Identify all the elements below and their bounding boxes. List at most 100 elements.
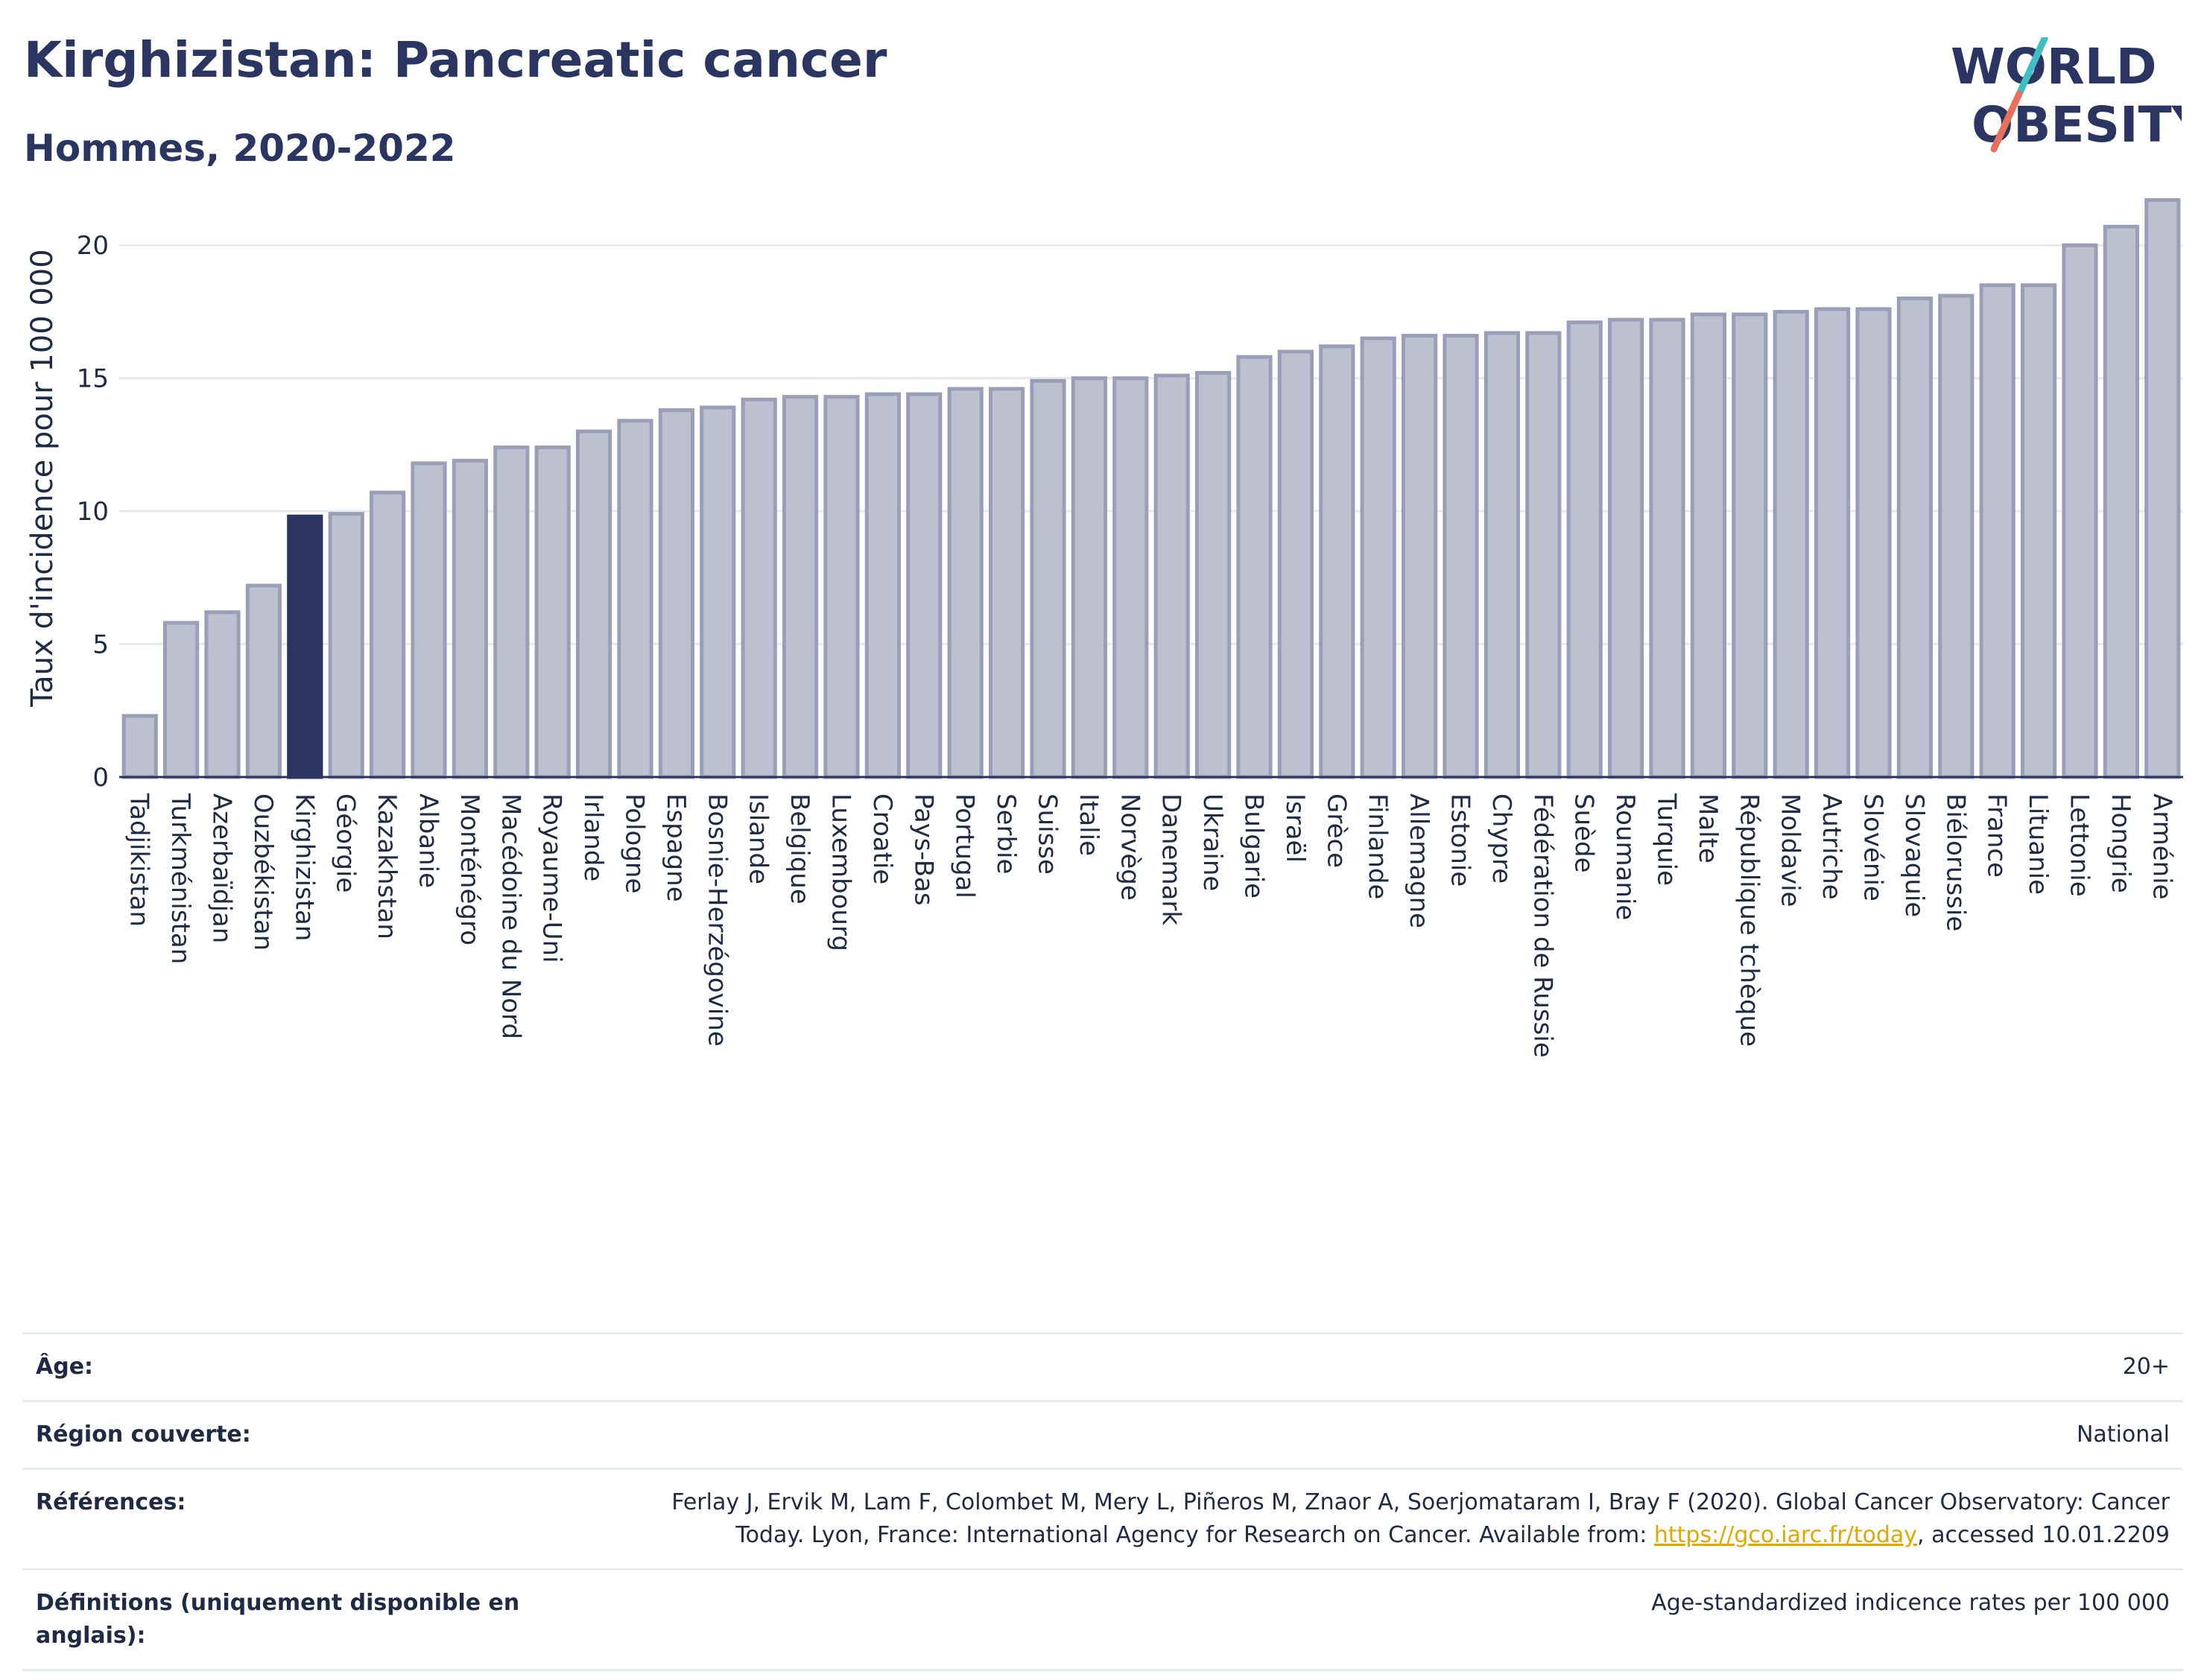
x-tick-label: Azerbaïdjan [207, 793, 237, 943]
bar-43 [1896, 297, 1934, 779]
logo-slash-top [2015, 37, 2048, 98]
bar-2 [204, 610, 241, 779]
x-tick-label: Autriche [1817, 793, 1846, 900]
x-tick-label: Lituanie [2023, 793, 2053, 895]
x-tick-label: Croatie [867, 793, 897, 884]
bar-17 [823, 395, 860, 779]
x-tick-label: Géorgie [331, 793, 361, 893]
info-row-age: Âge: 20+ [22, 1332, 2183, 1400]
reference-link[interactable]: https://gco.iarc.fr/today [1653, 1522, 1918, 1548]
info-label-definitions: Définitions (uniquement disponible en an… [36, 1590, 520, 1649]
bar-chart: 0 5 10 15 20 Tadjikistan Turkménistan Azerbaïd… [25, 198, 2183, 1058]
bar-31 [1401, 334, 1438, 779]
bar-22 [1030, 378, 1066, 779]
y-axis-title: Taux d'incidence pour 100 000 [25, 249, 60, 707]
x-tick-label: Islande [744, 793, 773, 884]
y-tick-label: 5 [92, 630, 109, 660]
info-row-definitions: Définitions (uniquement disponible en an… [22, 1568, 2183, 1671]
x-tick-label: Macédoine du Nord [495, 793, 525, 1039]
x-tick-label: Bosnie-Herzégovine [702, 793, 732, 1047]
x-tick-labels: Tadjikistan Turkménistan Azerbaïdjan Ouzbék… [124, 793, 2177, 1058]
x-tick-label: Albanie [414, 793, 443, 888]
bar-26 [1194, 371, 1232, 779]
x-tick-label: Estonie [1445, 793, 1475, 887]
bar-15 [741, 397, 777, 779]
x-tick-label: Monténégro [455, 793, 484, 945]
x-tick-label: Royaume-Uni [537, 793, 567, 963]
y-tick-labels: 0 5 10 15 20 [77, 231, 109, 793]
x-tick-label: Israël [1280, 793, 1310, 863]
bars [121, 198, 2181, 779]
x-tick-label: Kazakhstan [372, 793, 402, 939]
x-tick-label: Hongrie [2106, 793, 2135, 893]
x-tick-label: Arménie [2147, 793, 2176, 900]
info-label-references: Références: [36, 1489, 186, 1515]
bar-14 [700, 405, 736, 779]
info-label-region: Région couverte: [36, 1421, 251, 1448]
info-value-references: Ferlay J, Ervik M, Lam F, Colombet M, Me… [671, 1486, 2170, 1552]
bar-23 [1071, 376, 1108, 779]
x-tick-label: Tadjikistan [124, 793, 154, 927]
bar-47 [2062, 243, 2098, 779]
x-tick-label: Suède [1569, 793, 1599, 873]
info-label-age: Âge: [36, 1354, 94, 1380]
bar-45 [1979, 283, 2015, 779]
info-value-age: 20+ [2122, 1354, 2170, 1380]
logo-slash-bottom [1990, 90, 2023, 153]
info-value-definitions: Age-standardized indicence rates per 100… [1651, 1590, 2170, 1616]
x-tick-label: Finlande [1363, 793, 1393, 899]
x-tick-label: Turquie [1652, 793, 1682, 886]
bar-9 [493, 445, 530, 779]
x-tick-label: Suisse [1033, 793, 1063, 875]
bar-1 [162, 621, 200, 779]
x-tick-label: Ouzbékistan [248, 793, 278, 951]
x-tick-label: Pologne [620, 793, 650, 893]
bar-5 [328, 512, 364, 779]
bar-49 [2144, 198, 2181, 779]
bar-7 [411, 461, 447, 779]
x-tick-label: Roumanie [1610, 793, 1640, 920]
reference-line1: Ferlay J, Ervik M, Lam F, Colombet M, Me… [671, 1489, 2170, 1515]
x-tick-label: Allemagne [1404, 793, 1434, 928]
bar-10 [534, 445, 571, 779]
world-obesity-logo: WORLD OBESITY [1951, 37, 2182, 153]
bar-35 [1566, 320, 1603, 779]
bar-16 [782, 395, 819, 779]
bar-24 [1112, 376, 1149, 779]
y-tick-label: 15 [77, 364, 109, 394]
reference-prefix: Today. Lyon, France: International Agenc… [735, 1522, 1654, 1548]
bar-28 [1277, 349, 1314, 779]
bar-18 [864, 392, 902, 779]
bar-27 [1236, 355, 1273, 779]
logo-line1: WORLD [1951, 38, 2157, 95]
x-tick-label: Biélorussie [1940, 793, 1970, 931]
info-table: Âge: 20+ Région couverte: National Référ… [22, 1332, 2183, 1671]
bar-41 [1814, 307, 1851, 779]
x-tick-label: Grèce [1321, 793, 1351, 868]
x-tick-label: Slovaquie [1899, 793, 1929, 917]
bar-8 [452, 458, 489, 779]
bar-12 [617, 419, 653, 779]
bar-33 [1483, 331, 1521, 779]
bar-4 [287, 514, 323, 779]
bar-3 [245, 583, 282, 779]
bar-20 [947, 387, 984, 779]
x-tick-label: Luxembourg [826, 793, 856, 951]
x-tick-label: Espagne [661, 793, 691, 902]
x-tick-label: Italie [1074, 793, 1103, 856]
x-tick-label: Moldavie [1776, 793, 1805, 907]
x-tick-label: Turkménistan [165, 793, 195, 964]
y-tick-label: 20 [77, 231, 109, 261]
bar-34 [1525, 331, 1562, 779]
bar-6 [369, 490, 406, 779]
x-tick-label: Serbie [991, 793, 1021, 874]
x-tick-label: Belgique [785, 793, 814, 904]
bar-11 [575, 429, 612, 779]
bar-40 [1773, 309, 1809, 779]
x-tick-label: Lettonie [2065, 793, 2094, 897]
x-tick-label: Malte [1693, 793, 1723, 863]
x-tick-label: Irlande [578, 793, 608, 881]
bar-19 [906, 392, 943, 779]
bar-38 [1690, 312, 1727, 779]
x-tick-label: Portugal [950, 793, 980, 898]
